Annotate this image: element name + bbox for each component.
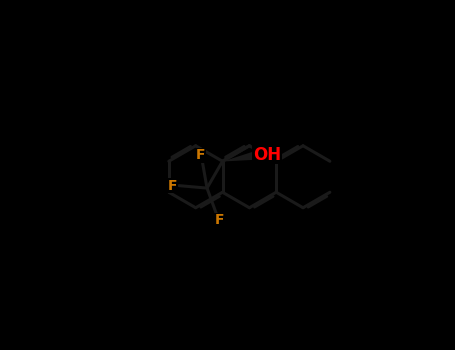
- Text: F: F: [214, 213, 224, 227]
- Text: F: F: [196, 148, 206, 162]
- Text: OH: OH: [253, 146, 281, 163]
- Text: F: F: [168, 178, 177, 192]
- Polygon shape: [222, 152, 254, 161]
